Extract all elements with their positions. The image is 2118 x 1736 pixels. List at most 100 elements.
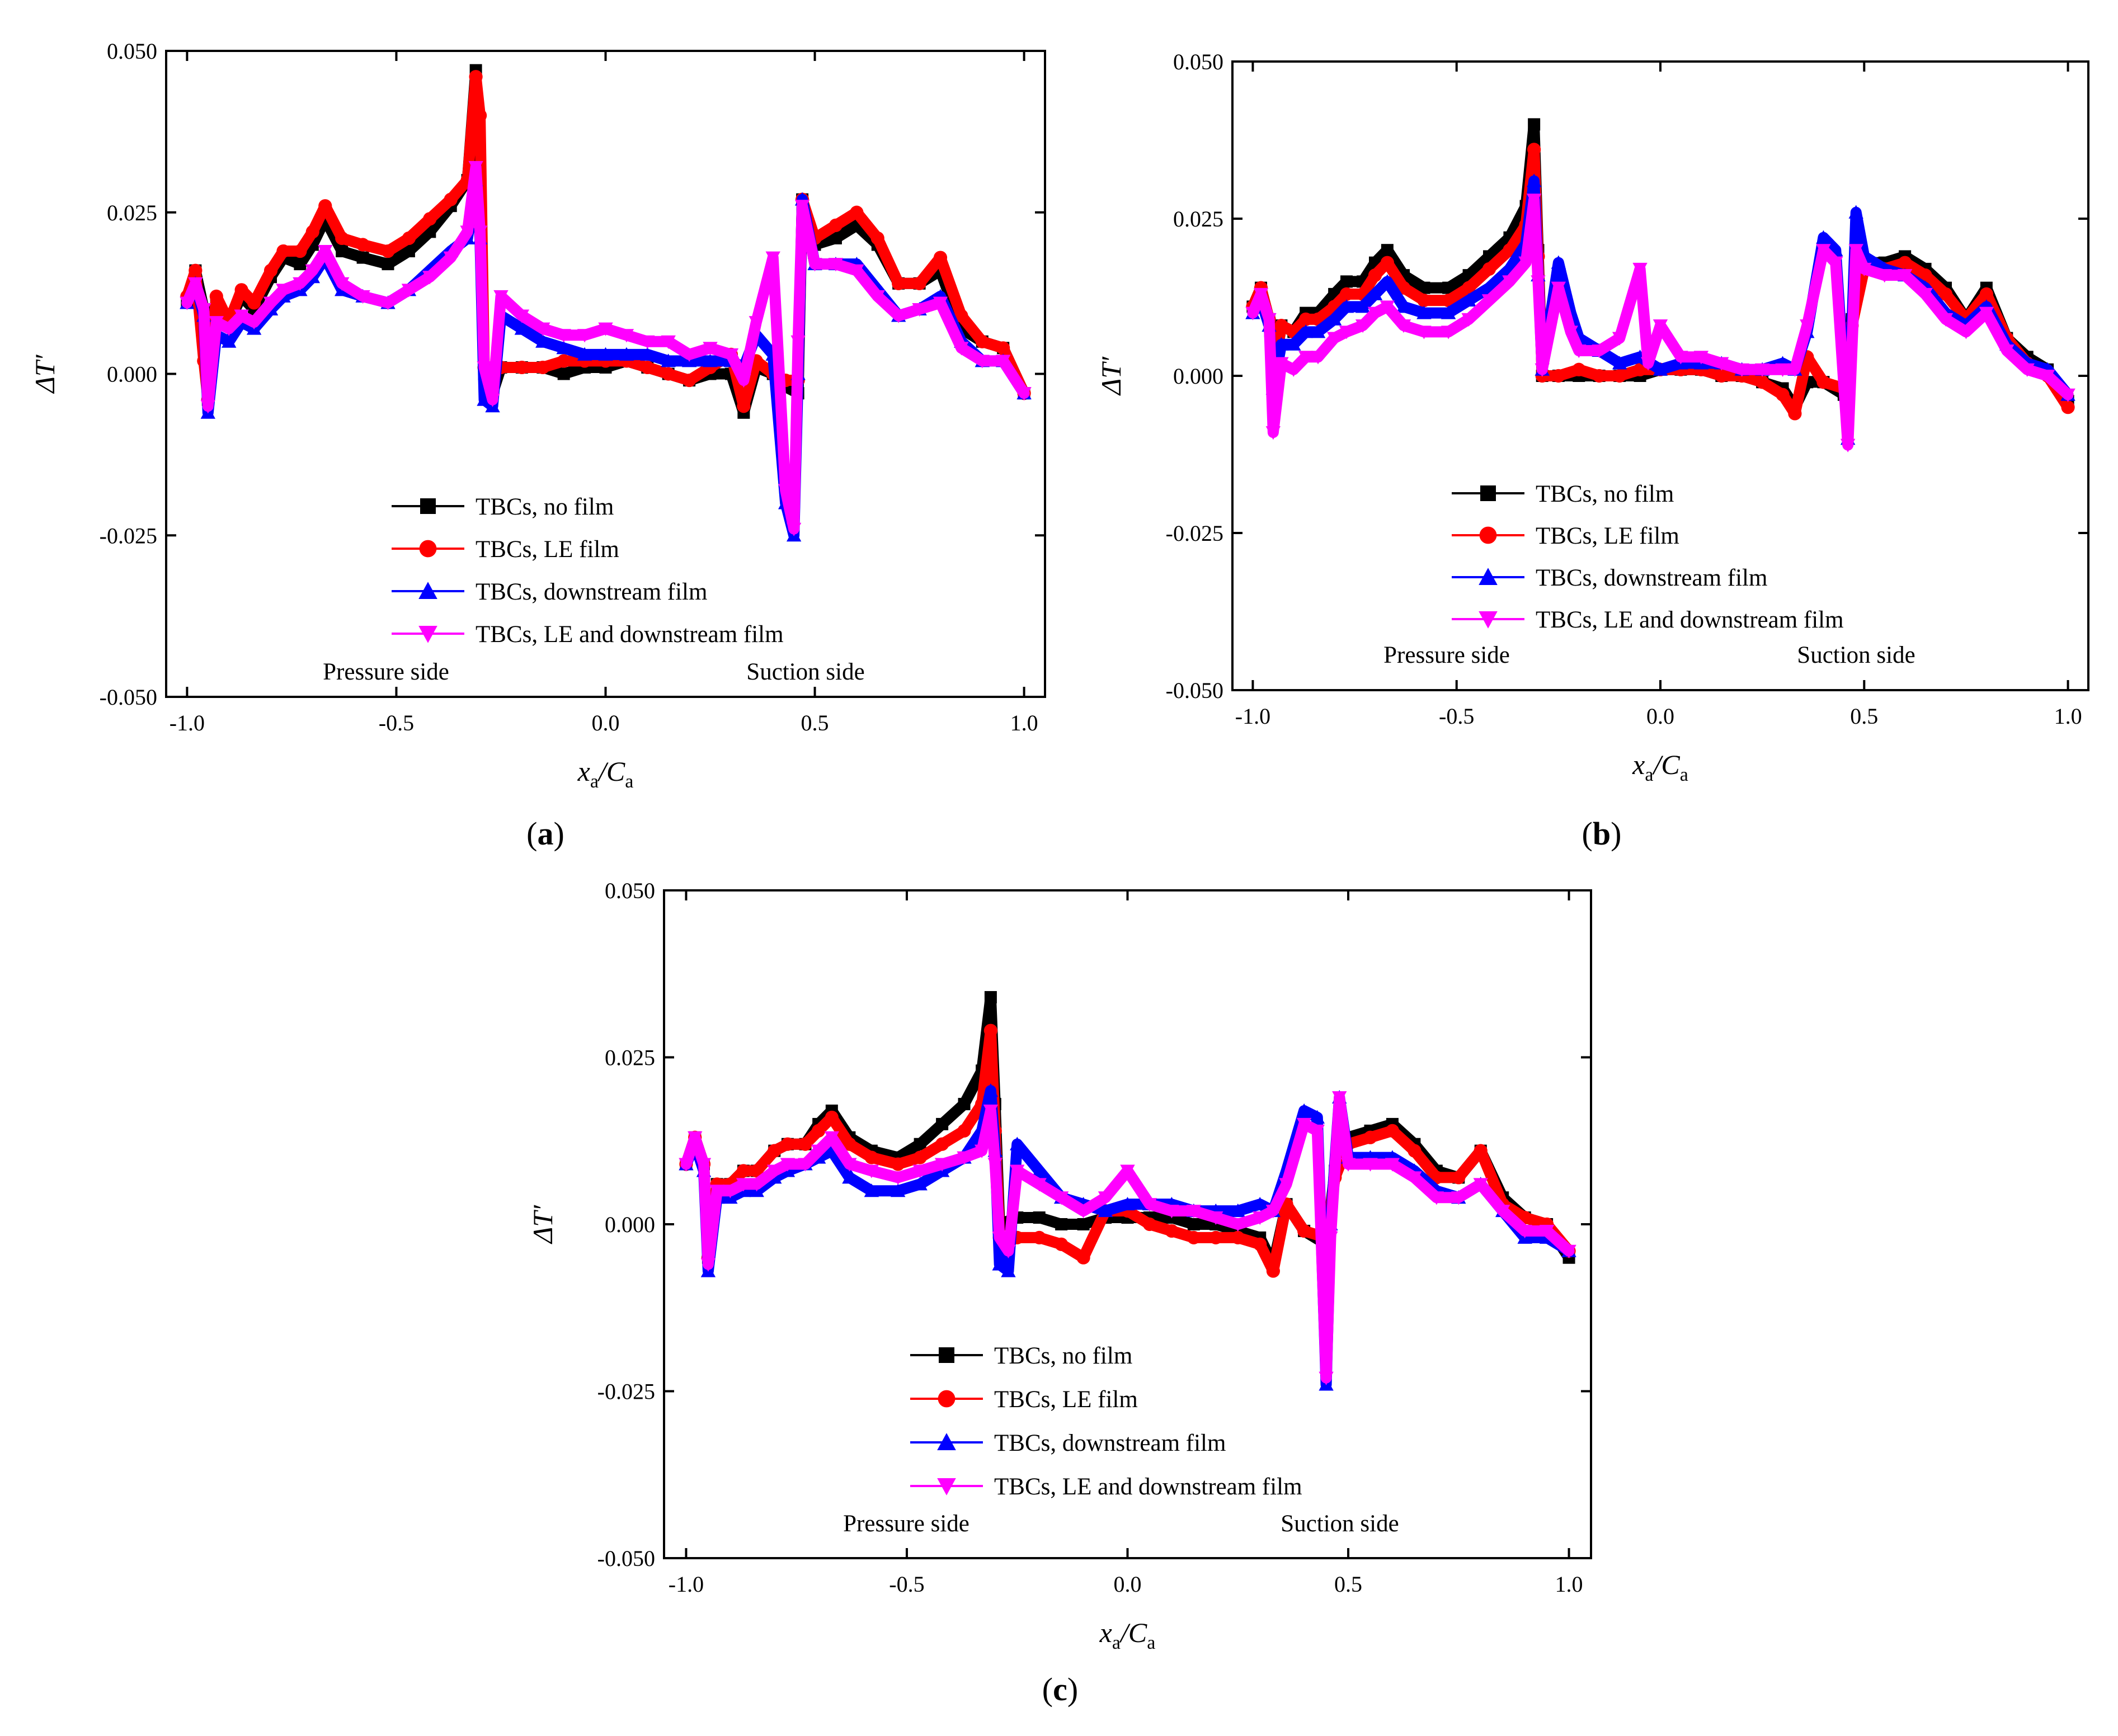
legend-marker	[939, 1347, 954, 1363]
data-point	[1326, 332, 1342, 346]
data-point	[1296, 1117, 1312, 1132]
pressure-side-label: Pressure side	[323, 659, 449, 685]
data-point	[1326, 312, 1342, 326]
data-point	[1208, 1211, 1223, 1225]
data-point	[1339, 287, 1354, 301]
y-tick-label: -0.025	[100, 523, 157, 548]
data-point	[577, 329, 592, 343]
x-tick-label: 0.5	[1850, 704, 1878, 729]
data-point	[1531, 275, 1546, 289]
data-point	[767, 1164, 782, 1178]
y-tick-label: 0.025	[1173, 206, 1223, 232]
data-point	[1274, 318, 1288, 333]
data-point	[912, 1164, 928, 1178]
data-point	[355, 290, 370, 304]
data-point	[276, 244, 290, 258]
data-point	[209, 289, 223, 304]
x-tick-label: -0.5	[889, 1572, 924, 1597]
data-point	[1613, 369, 1627, 383]
data-point	[996, 341, 1010, 355]
data-point	[1898, 256, 1912, 270]
data-point	[1310, 351, 1326, 365]
x-tick-label: 1.0	[1555, 1572, 1583, 1597]
plot-area	[1245, 118, 2075, 452]
x-axis-title: xa/Ca	[577, 756, 634, 792]
data-point	[468, 161, 483, 175]
chart-panel-a: 0.050 0.025 0.000 -0.025 -0.050 -1.0 -0.5 0.0 0.…	[29, 39, 1046, 852]
x-tick-label: -0.5	[379, 710, 414, 735]
legend: TBCs, no film TBCs, LE film TBCs, downstre…	[1452, 481, 1844, 633]
data-point	[1452, 1171, 1466, 1185]
data-point	[1033, 1211, 1046, 1224]
data-point	[850, 205, 864, 219]
data-point	[1754, 363, 1770, 377]
data-point	[1959, 326, 1974, 339]
data-point	[189, 263, 203, 277]
data-point	[1429, 1191, 1444, 1205]
legend: TBCs, no film TBCs, LE film TBCs, downstre…	[910, 1343, 1302, 1500]
data-point	[556, 329, 571, 343]
data-point	[825, 1110, 839, 1125]
x-axis-title: xa/Ca	[1632, 749, 1688, 785]
data-point	[1187, 1218, 1200, 1230]
data-point	[1120, 1196, 1135, 1211]
data-point	[984, 991, 997, 1004]
data-point	[1142, 1217, 1157, 1232]
data-point	[1407, 1171, 1422, 1185]
data-point	[890, 1183, 906, 1197]
data-point	[1563, 326, 1578, 339]
legend-marker	[1479, 611, 1498, 629]
data-point	[1245, 306, 1260, 320]
data-point	[1363, 1158, 1378, 1172]
data-point	[1938, 287, 1953, 301]
data-point	[1332, 1091, 1347, 1105]
x-tick-label: 0.0	[1646, 704, 1674, 729]
series-line	[680, 1092, 1575, 1384]
data-point	[263, 296, 279, 310]
data-point	[688, 1131, 703, 1145]
data-point	[263, 263, 278, 277]
data-point	[1551, 255, 1566, 269]
data-point	[1355, 299, 1371, 313]
data-point	[444, 192, 458, 206]
data-point	[768, 1144, 782, 1158]
data-point	[703, 342, 718, 356]
data-point	[829, 218, 843, 232]
data-point	[1355, 319, 1371, 333]
data-point	[1279, 1178, 1294, 1192]
data-point	[1368, 268, 1382, 282]
data-point	[661, 353, 676, 367]
data-point	[1979, 306, 1994, 320]
data-point	[514, 321, 530, 335]
data-point	[843, 1137, 856, 1151]
data-point	[1265, 1205, 1281, 1219]
series-4	[1245, 194, 2075, 452]
data-point	[935, 1137, 949, 1151]
data-point	[1653, 362, 1668, 376]
x-tick-label: 0.0	[1114, 1572, 1142, 1597]
y-tick-label: 0.050	[107, 39, 157, 64]
data-point	[798, 1158, 813, 1172]
data-point	[750, 1164, 764, 1178]
data-point	[180, 296, 195, 310]
data-point	[1734, 363, 1749, 377]
data-point	[983, 1105, 999, 1119]
x-tick-label: 0.0	[592, 710, 620, 735]
legend-marker	[418, 626, 437, 643]
data-point	[807, 258, 822, 272]
data-point	[1367, 286, 1383, 300]
data-point	[1262, 313, 1277, 327]
data-point	[1551, 281, 1566, 295]
data-point	[1897, 269, 1913, 283]
legend-label: TBCs, LE and downstream film	[1536, 607, 1844, 633]
data-point	[1265, 426, 1281, 440]
data-point	[422, 271, 437, 285]
x-axis-title: xa/Ca	[1099, 1617, 1156, 1653]
data-point	[765, 251, 780, 265]
x-tick-label: -1.0	[1235, 704, 1270, 729]
data-point	[335, 231, 349, 246]
data-point	[983, 1023, 997, 1037]
data-point	[824, 1143, 840, 1157]
y-tick-label: 0.050	[1173, 49, 1223, 74]
data-point	[293, 277, 308, 291]
